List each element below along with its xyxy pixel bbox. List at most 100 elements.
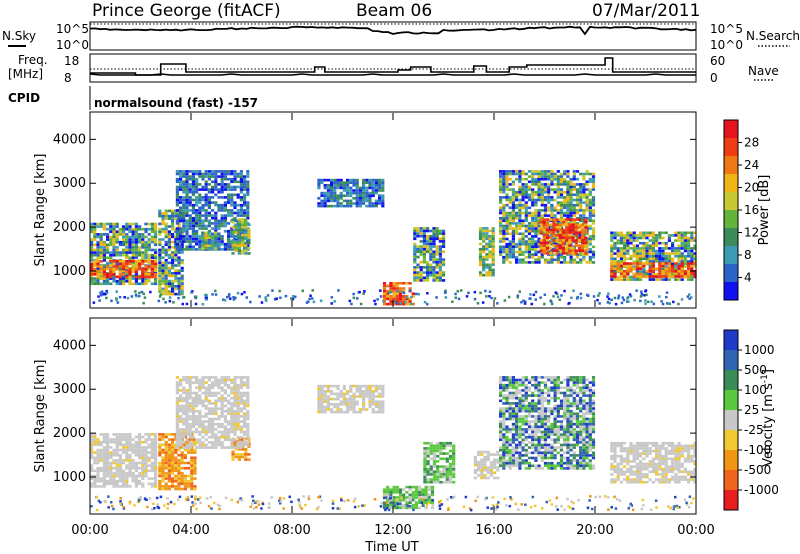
heatmap-cell [236,291,240,295]
heatmap-cell [411,295,415,298]
heatmap-cell [569,198,573,202]
heatmap-cell [680,252,684,255]
heatmap-cell [175,404,179,408]
heatmap-cell [687,252,691,255]
heatmap-cell [147,238,151,241]
heatmap-cell [182,420,186,423]
heatmap-cell [336,387,340,390]
heatmap-cell [621,296,625,299]
heatmap-cell [524,193,528,197]
heatmap-cell [499,201,503,204]
heatmap-cell [352,395,356,398]
heatmap-cell [211,430,215,434]
heatmap-cell [241,252,245,255]
heatmap-cell [171,438,175,441]
heatmap-cell [438,253,442,256]
heatmap-cell [195,415,199,418]
heatmap-cell [198,394,202,397]
heatmap-cell [187,479,191,483]
heatmap-cell [531,237,535,241]
heatmap-cell [188,409,192,413]
heatmap-cell [144,459,148,462]
heatmap-cell [632,252,636,255]
heatmap-cell [683,254,687,258]
heatmap-cell [198,409,202,413]
heatmap-cell [342,387,346,390]
heatmap-cell [207,219,211,223]
heatmap-cell [223,433,227,436]
heatmap-cell [619,231,623,235]
heatmap-cell [102,433,106,436]
heatmap-cell [558,298,561,301]
heatmap-cell [90,227,94,231]
heatmap-cell [233,428,237,431]
heatmap-cell [579,229,583,233]
heatmap-cell [518,290,521,293]
heatmap-cell [179,383,183,387]
heatmap-cell [112,260,116,263]
heatmap-cell [320,410,324,414]
heatmap-cell [569,261,573,264]
heatmap-cell [90,469,94,473]
heatmap-cell [207,170,211,173]
heatmap-cell [568,233,572,237]
heatmap-cell [167,256,171,259]
heatmap-cell [623,257,627,261]
heatmap-cell [154,243,158,247]
heatmap-cell [591,183,596,186]
heatmap-cell [122,446,126,449]
heatmap-cell [198,248,202,251]
heatmap-cell [150,440,154,444]
heatmap-cell [158,209,162,213]
heatmap-cell [581,231,585,234]
heatmap-cell [339,410,343,414]
heatmap-cell [499,227,503,230]
heatmap-cell [639,278,643,281]
heatmap-cell [177,256,181,259]
heatmap-cell [167,469,171,473]
heatmap-cell [198,425,202,429]
heatmap-cell [531,203,535,207]
heatmap-cell [204,241,208,245]
heatmap-cell [217,203,221,207]
heatmap-cell [175,227,179,230]
heatmap-cell [150,260,154,263]
heatmap-cell [141,435,145,439]
heatmap-cell [438,255,442,259]
heatmap-cell [438,247,442,251]
heatmap-cell [102,267,106,271]
heatmap-cell [349,395,353,398]
heatmap-cell [374,204,378,208]
heatmap-cell [680,275,684,278]
heatmap-cell [667,275,671,278]
heatmap-cell [243,198,247,202]
heatmap-cell [233,402,237,405]
heatmap-cell [570,296,573,300]
heatmap-cell [236,407,240,410]
heatmap-cell [572,261,576,264]
heatmap-cell [158,227,162,231]
heatmap-cell [220,441,224,444]
heatmap-cell [619,239,623,242]
heatmap-cell [214,227,218,230]
heatmap-cell [99,466,103,470]
heatmap-cell [164,474,168,478]
heatmap-cell [591,198,596,202]
heatmap-cell [174,248,178,252]
heatmap-cell [154,433,158,436]
heatmap-cell [147,273,151,276]
heatmap-cell [246,399,250,403]
heatmap-cell [230,203,234,207]
heatmap-cell [511,198,515,202]
heatmap-cell [188,396,192,400]
heatmap-cell [542,244,546,247]
heatmap-cell [230,389,234,392]
heatmap-cell [246,203,250,207]
heatmap-cell [182,206,186,210]
heatmap-cell [207,441,211,444]
heatmap-cell [96,243,100,247]
heatmap-cell [326,197,330,200]
heatmap-cell [122,459,126,462]
heatmap-cell [96,246,100,249]
heatmap-cell [623,262,627,265]
